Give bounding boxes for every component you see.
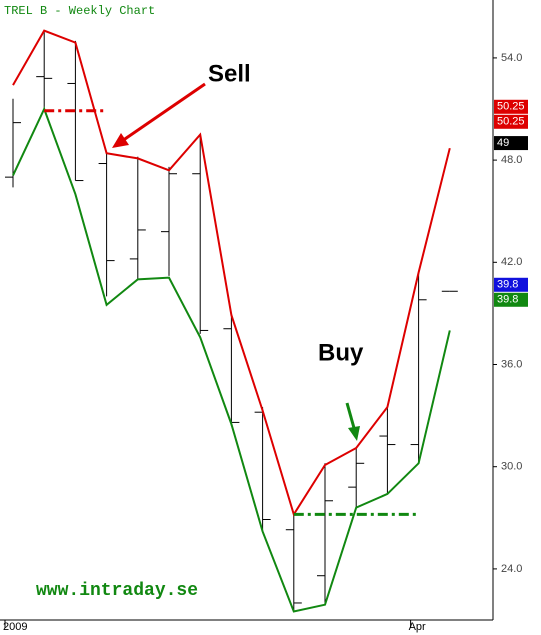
buy-arrow — [345, 402, 360, 441]
y-tick-label: 30.0 — [501, 461, 522, 473]
x-tick-label: Apr — [409, 621, 426, 633]
y-tick-label: 36.0 — [501, 358, 522, 370]
y-tick-label: 42.0 — [501, 256, 522, 268]
watermark: www.intraday.se — [36, 581, 198, 601]
channel-line — [12, 106, 451, 613]
chart-title: TREL B - Weekly Chart — [4, 4, 155, 18]
price-label-box — [494, 99, 528, 114]
price-label: 39.8 — [497, 294, 518, 306]
price-label: 39.8 — [497, 279, 518, 291]
channel-line — [12, 29, 451, 517]
price-label-box — [494, 136, 528, 151]
price-label: 50.25 — [497, 116, 525, 128]
sell-annotation: Sell — [208, 60, 251, 87]
sell-arrow — [112, 82, 206, 148]
y-tick-label: 54.0 — [501, 52, 522, 64]
buy-annotation: Buy — [318, 339, 364, 366]
price-label: 50.25 — [497, 101, 525, 113]
price-label-box — [494, 114, 528, 129]
price-label: 49 — [497, 137, 509, 149]
y-tick-label: 24.0 — [501, 563, 522, 575]
price-label-box — [494, 277, 528, 292]
x-tick-label: 2009 — [3, 621, 27, 633]
y-tick-label: 48.0 — [501, 154, 522, 166]
price-label-box — [494, 292, 528, 307]
